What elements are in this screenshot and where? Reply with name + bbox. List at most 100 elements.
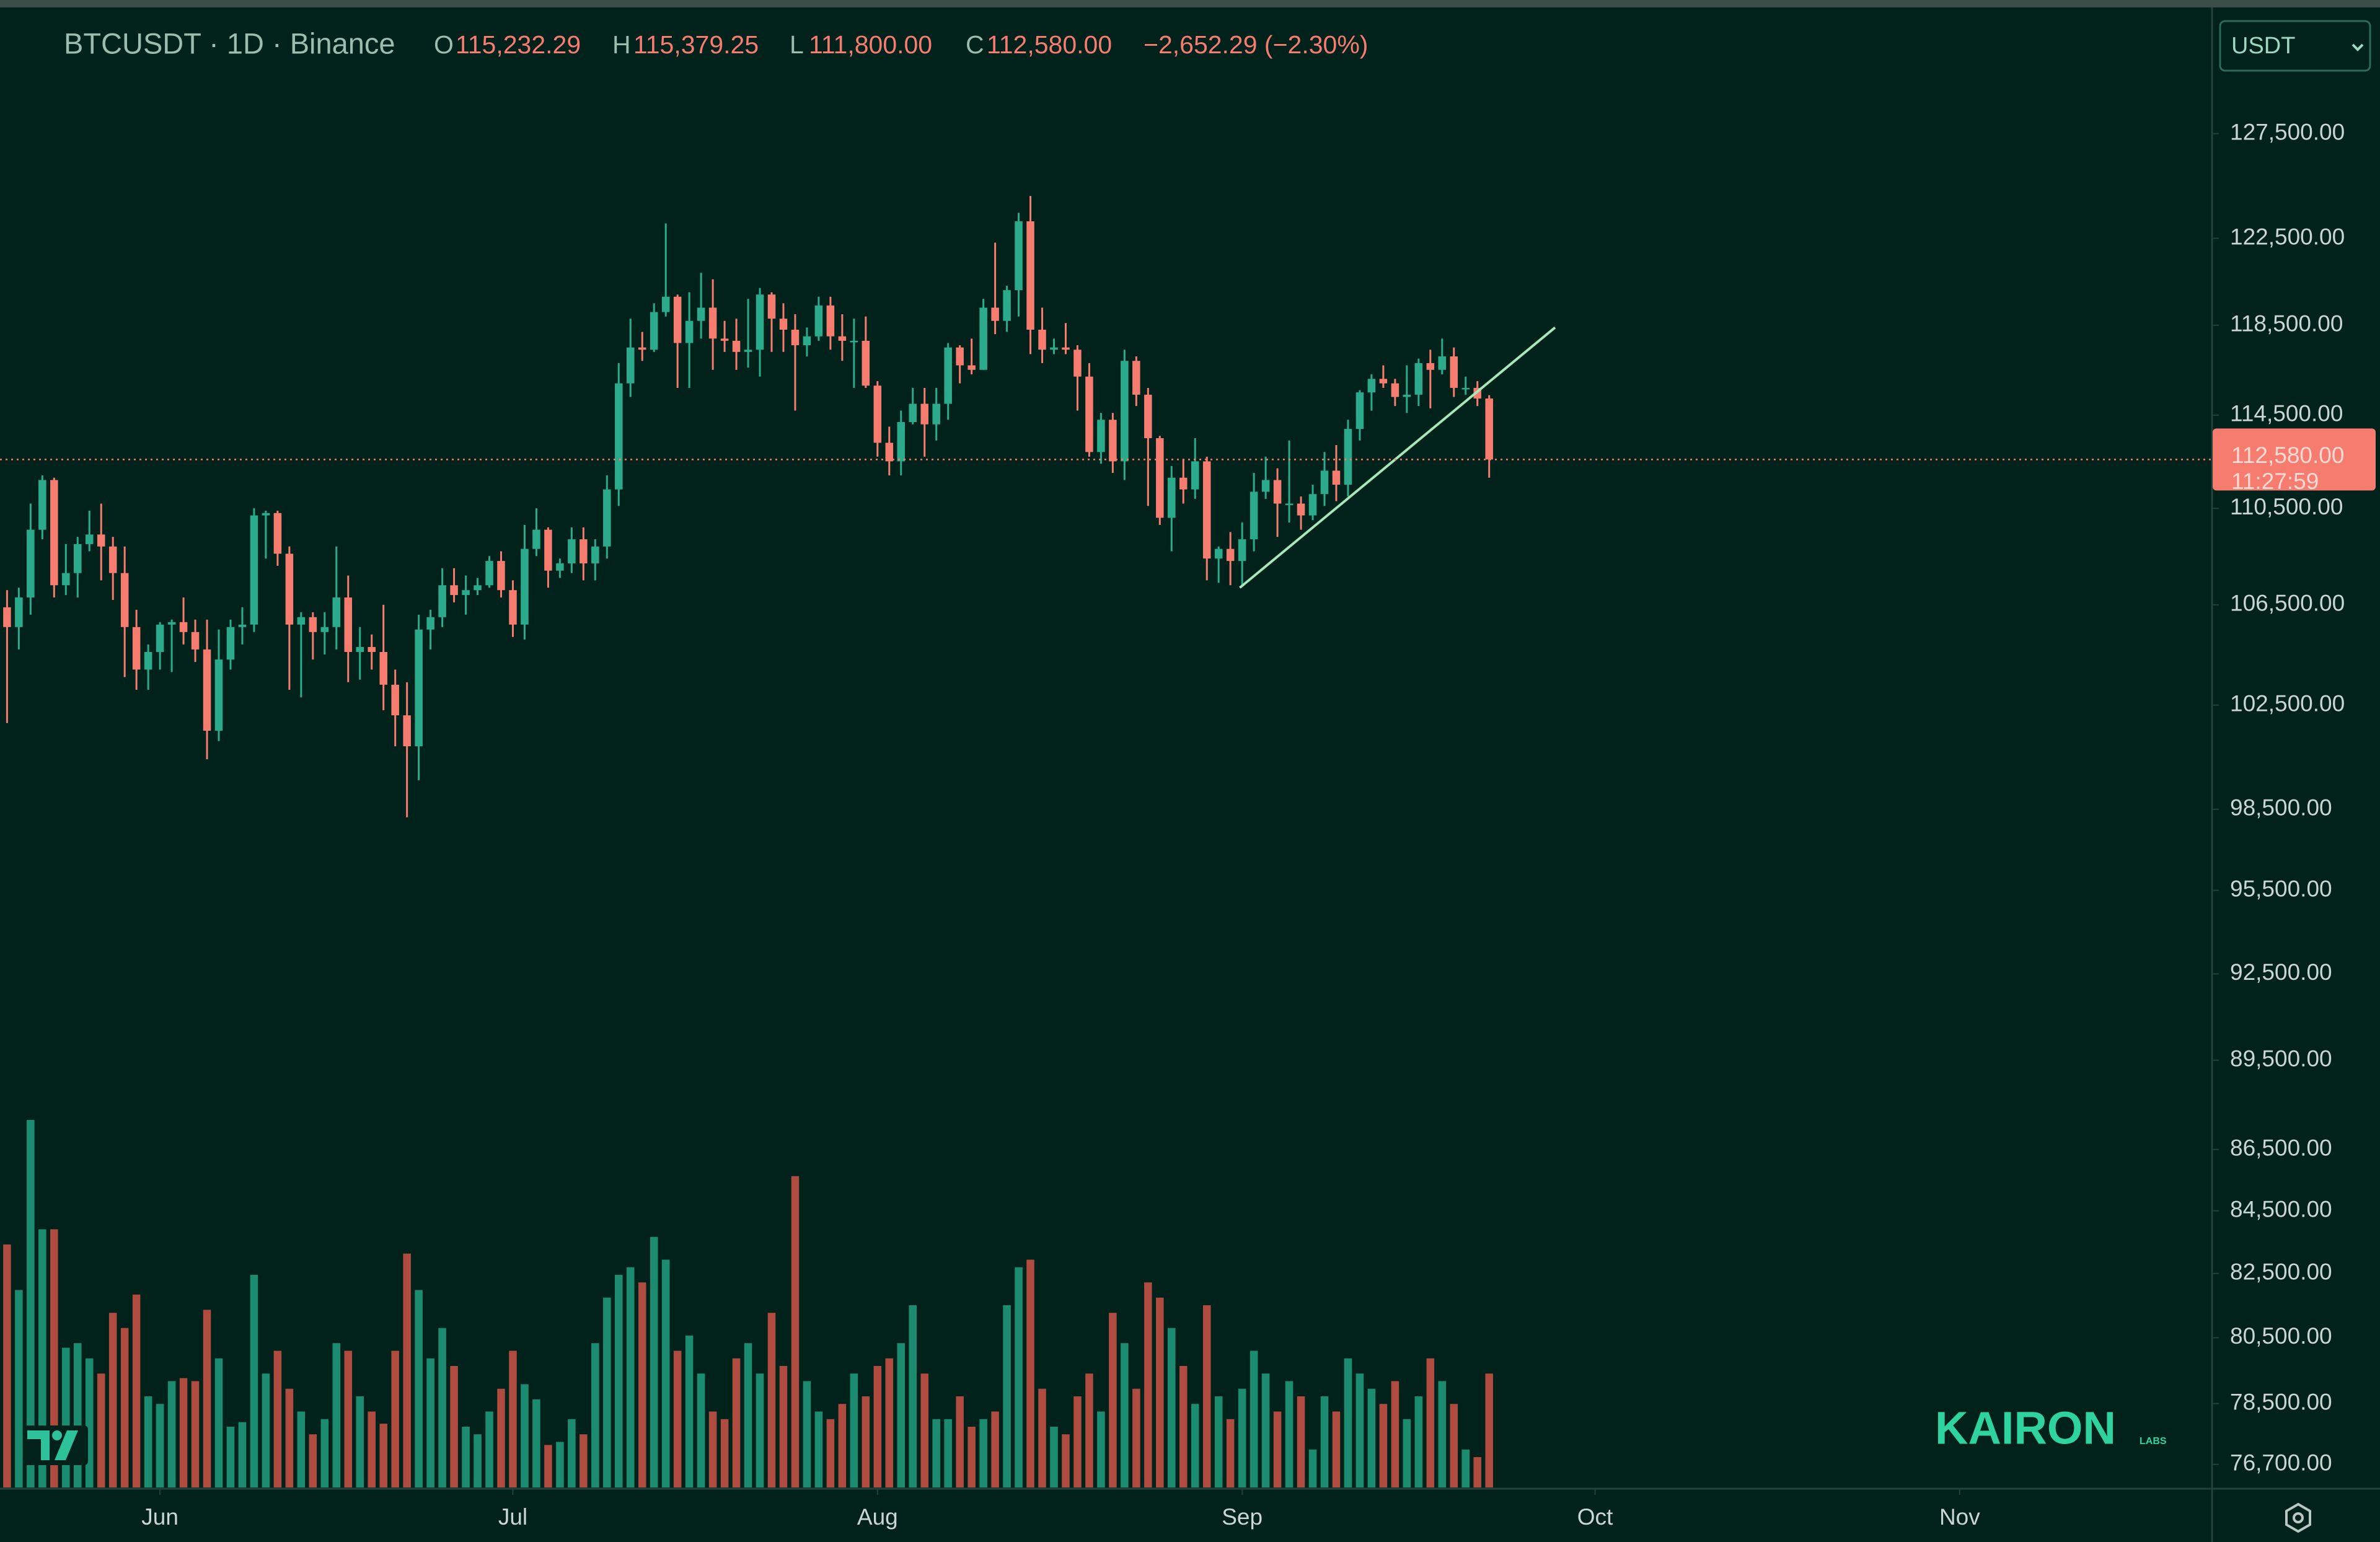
candle-body [803, 336, 811, 346]
volume-bar [685, 1335, 694, 1487]
candle-body [767, 294, 776, 319]
currency-label[interactable]: USDT [2231, 33, 2295, 59]
candle-body [3, 607, 11, 627]
volume-bar [156, 1404, 164, 1487]
trendline [1239, 326, 1556, 589]
volume-bar [650, 1236, 658, 1487]
volume-bar [332, 1343, 341, 1487]
currency-box[interactable] [2219, 20, 2371, 72]
candle-body [1261, 480, 1270, 492]
settings-button[interactable] [2285, 1502, 2311, 1533]
volume-bar [497, 1388, 505, 1487]
axis-layer: 127,500.00 122,500.00 118,500.00 114,500.00… [141, 119, 2376, 1530]
candle-body [1485, 398, 1493, 460]
volume-bar [27, 1120, 35, 1487]
settings-icon[interactable] [2285, 1502, 2311, 1533]
candle-body [826, 305, 835, 337]
candle-body [1379, 379, 1388, 384]
candle-body [1273, 480, 1282, 504]
candle-body [144, 651, 152, 670]
volume-bar [485, 1411, 493, 1487]
volume-bar [1379, 1404, 1388, 1487]
volume-bar [568, 1419, 576, 1487]
volume-bar [767, 1313, 776, 1487]
volume-bar [120, 1328, 129, 1487]
volume-bar [697, 1373, 705, 1487]
candle-body [1344, 429, 1352, 485]
volume-bar [591, 1343, 599, 1487]
candle-body [132, 627, 141, 670]
y-tick-label: 102,500.00 [2230, 690, 2345, 716]
volume-bar [850, 1373, 858, 1487]
candle-body [603, 489, 611, 547]
volume-bar [1450, 1404, 1458, 1487]
y-tick-label: 82,500.00 [2230, 1259, 2332, 1285]
countdown-label: 11:27:59 [2231, 469, 2319, 494]
candle-body [932, 403, 940, 425]
candle-body [1097, 420, 1105, 452]
candle-body [156, 624, 164, 652]
volume-bar [297, 1411, 306, 1487]
candle-body [1226, 549, 1235, 562]
volume-bar [638, 1282, 646, 1487]
volume-bar [1461, 1449, 1470, 1487]
volume-bar [1438, 1381, 1447, 1487]
volume-bar [462, 1426, 470, 1487]
watermark: KAIRON [1935, 1403, 2116, 1454]
dropdown-arrow[interactable] [2351, 43, 2364, 51]
volume-bar [1238, 1388, 1246, 1487]
price-label: 112,580.00 [2231, 443, 2344, 468]
volume-bar [1038, 1388, 1046, 1487]
y-tick-label: 76,700.00 [2230, 1450, 2332, 1475]
volume-bar [708, 1411, 717, 1487]
candle-body [991, 307, 999, 321]
candle-body [1285, 503, 1294, 506]
volume-bar [415, 1290, 423, 1487]
candle-body [238, 624, 247, 627]
candle-body [1132, 361, 1140, 395]
volume-bar [356, 1396, 364, 1487]
candle-body [1026, 221, 1034, 330]
candle-body [638, 347, 646, 350]
volume-bar [214, 1358, 223, 1487]
candle-body [1320, 470, 1329, 495]
candle-body [1156, 438, 1164, 518]
candle-body [897, 421, 906, 462]
volume-bar [991, 1411, 999, 1487]
settings-icon-center[interactable] [2293, 1512, 2304, 1523]
volume-bar [50, 1229, 58, 1487]
candle-body [661, 296, 670, 312]
candle-body [297, 617, 306, 625]
volume-bar [403, 1253, 411, 1487]
candle-body [97, 534, 105, 547]
volume-bar [873, 1365, 882, 1487]
currency-selector[interactable]: USDT [2219, 20, 2371, 72]
volume-bar [285, 1388, 294, 1487]
ohlc-value: 111,800.00 [809, 30, 932, 59]
candle-body [967, 365, 976, 370]
volume-bar [144, 1396, 152, 1487]
candle-body [1367, 379, 1376, 393]
volume-bar [1250, 1350, 1258, 1487]
x-tick-label: Jun [141, 1504, 178, 1530]
volume-bar [250, 1274, 258, 1487]
volume-bar [73, 1343, 82, 1487]
candle-body [720, 338, 729, 341]
candle-body [273, 513, 282, 554]
candle-body [285, 553, 294, 625]
volume-bar [3, 1244, 11, 1487]
candle-body [673, 296, 682, 343]
x-tick-label: Aug [857, 1504, 898, 1530]
volume-bar [1144, 1282, 1152, 1487]
candle-body [1438, 356, 1447, 370]
volume-bar [62, 1347, 70, 1487]
candle-body [1038, 329, 1046, 350]
candle-body [509, 590, 517, 625]
volume-bar [1391, 1381, 1399, 1487]
volume-bar [368, 1411, 376, 1487]
y-tick-label: 127,500.00 [2230, 119, 2345, 144]
volume-bar [803, 1381, 811, 1487]
candle-body [909, 403, 917, 422]
